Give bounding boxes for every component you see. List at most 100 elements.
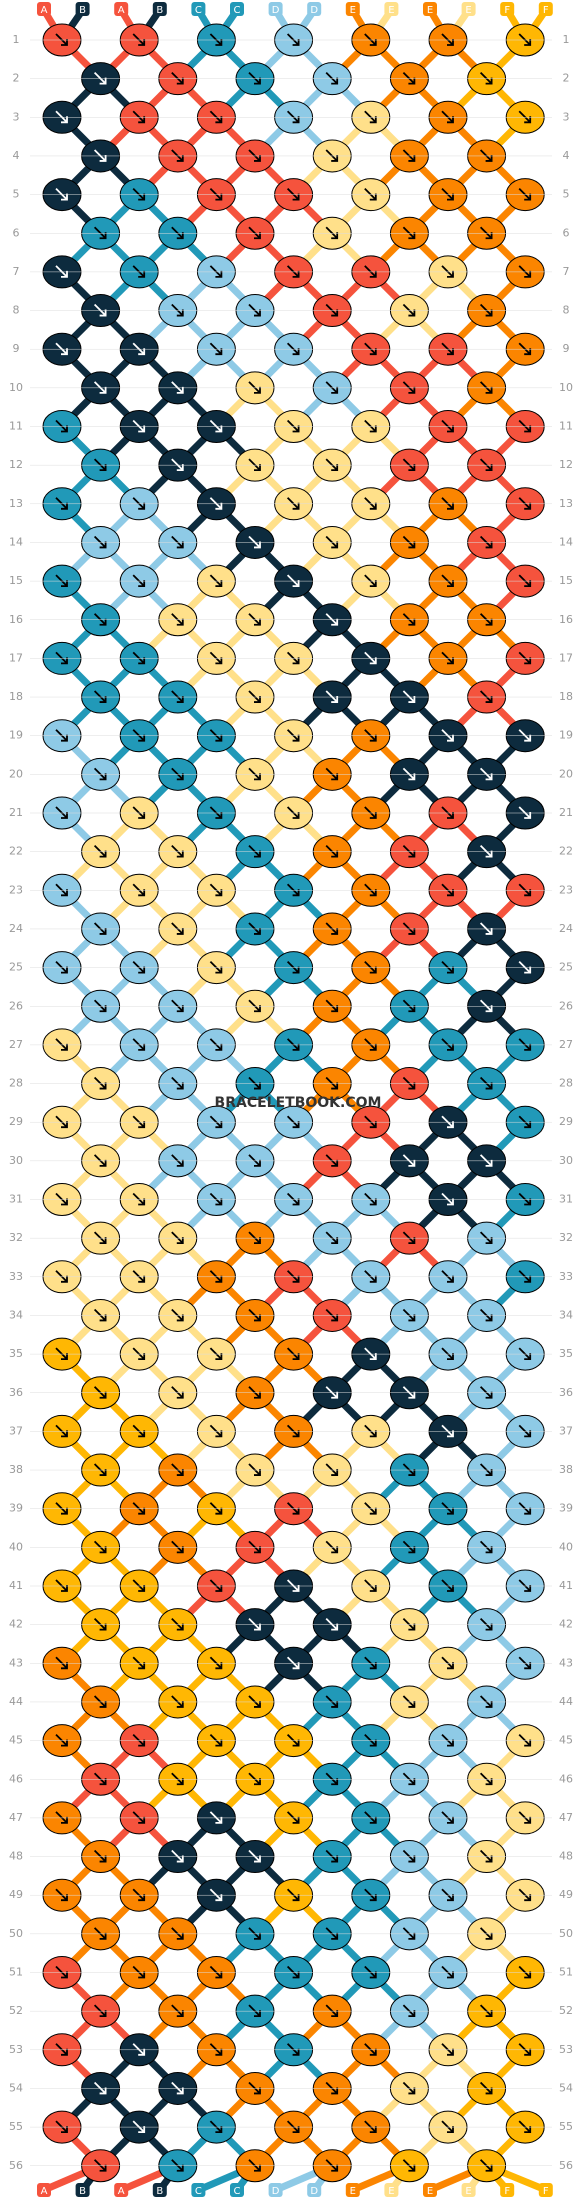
knot-arrow (55, 1733, 68, 1747)
strand-label: B (79, 2186, 86, 2197)
knot-arrow (132, 33, 146, 46)
knot-arrow (518, 1424, 532, 1438)
knot-arrow (248, 381, 261, 394)
knot-arrow (325, 1772, 339, 1786)
knot-arrow (286, 1115, 300, 1129)
knot-arrow (364, 1270, 377, 1283)
row-number: 15 (9, 574, 23, 587)
knot-arrow (209, 1811, 223, 1824)
knot-arrow (479, 149, 493, 162)
row-number: 45 (559, 1734, 573, 1747)
strand-label: E (388, 2186, 394, 2197)
knot-arrow (55, 1424, 68, 1438)
row-number: 49 (559, 1888, 573, 1901)
knot-arrow (364, 1347, 377, 1360)
knot-arrow (248, 303, 261, 317)
strand-label: E (427, 5, 433, 16)
row-number: 16 (559, 613, 573, 626)
knot-arrow (55, 1270, 68, 1283)
knot-arrow (325, 1695, 339, 1708)
knot-arrow (132, 1656, 146, 1670)
knot-arrow (518, 187, 532, 201)
knot-arrow (55, 806, 68, 819)
knot-arrow (518, 1192, 532, 1206)
row-number: 29 (9, 1115, 23, 1128)
row-number: 5 (13, 188, 20, 201)
knot-arrow (171, 999, 184, 1013)
row-number: 20 (559, 767, 573, 780)
knot-arrow (171, 767, 184, 781)
row-number: 22 (559, 845, 573, 858)
knot-arrow (518, 497, 532, 510)
knot-arrow (325, 1849, 339, 1863)
row-number: 14 (9, 535, 23, 548)
strand-label: E (427, 2186, 433, 2197)
row-number: 44 (9, 1695, 23, 1708)
strand-label: F (504, 5, 510, 16)
knot-arrow (132, 1811, 146, 1824)
knot-arrow (441, 729, 454, 742)
strand-label: C (234, 5, 241, 16)
knot-arrow (132, 1502, 146, 1515)
row-number: 40 (9, 1540, 23, 1553)
row-number: 47 (559, 1811, 573, 1824)
knot-arrow (248, 2004, 261, 2018)
knot-arrow (209, 1424, 223, 1438)
knot-arrow (286, 1192, 300, 1206)
strand-label: E (388, 5, 394, 16)
knot-arrow (364, 651, 377, 665)
knot-arrow (479, 1849, 493, 1863)
knot-arrow (171, 1772, 184, 1786)
knot-arrow (479, 690, 493, 703)
knot-arrow (364, 1424, 377, 1438)
knot-arrow (55, 1347, 68, 1360)
knot-arrow (364, 2120, 377, 2133)
knot-arrow (518, 883, 532, 897)
row-number: 36 (9, 1386, 23, 1399)
knot-arrow (402, 1772, 416, 1786)
knot-arrow (55, 729, 68, 742)
knot-arrow (171, 149, 184, 162)
strand-label: F (543, 2186, 549, 2197)
strand-label: A (118, 2186, 125, 2197)
strand-tag (384, 2183, 399, 2197)
knot-arrow (518, 574, 532, 587)
knot-arrow (93, 1154, 107, 1167)
knot-arrow (479, 535, 493, 549)
knot-arrow (364, 1579, 377, 1592)
knot-arrow (325, 690, 339, 703)
knot-arrow (518, 2120, 532, 2133)
knot-arrow (364, 1192, 377, 1206)
row-number: 18 (559, 690, 573, 703)
knot-arrow (248, 1154, 261, 1167)
knot-arrow (479, 1076, 493, 1090)
strand-tag (230, 2183, 244, 2197)
row-number: 53 (559, 2043, 573, 2056)
knot-arrow (55, 1192, 68, 1206)
knot-arrow (518, 2043, 532, 2056)
row-number: 22 (9, 845, 23, 858)
knot-arrow (479, 1308, 493, 1322)
row-number: 54 (9, 2081, 23, 2094)
knot-arrow (55, 110, 68, 124)
row-number: 1 (563, 33, 570, 46)
knot-arrow (93, 690, 107, 703)
row-number: 40 (559, 1540, 573, 1553)
knot-arrow (286, 960, 300, 974)
knot-arrow (132, 419, 146, 433)
row-number: 17 (559, 651, 573, 664)
row-number: 27 (9, 1038, 23, 1051)
knot-arrow (171, 1695, 184, 1708)
knot-arrow (518, 265, 532, 278)
knot-arrow (93, 1463, 107, 1476)
row-number: 10 (9, 381, 23, 394)
knot-arrow (93, 613, 107, 626)
knot-arrow (286, 1347, 300, 1360)
knot-arrow (55, 1115, 68, 1129)
row-number: 28 (9, 1077, 23, 1090)
row-number: 14 (559, 535, 573, 548)
knot-arrow (441, 110, 454, 124)
knot-arrow (93, 72, 107, 85)
knot-arrow (209, 729, 223, 742)
strand-tag (114, 2, 129, 16)
